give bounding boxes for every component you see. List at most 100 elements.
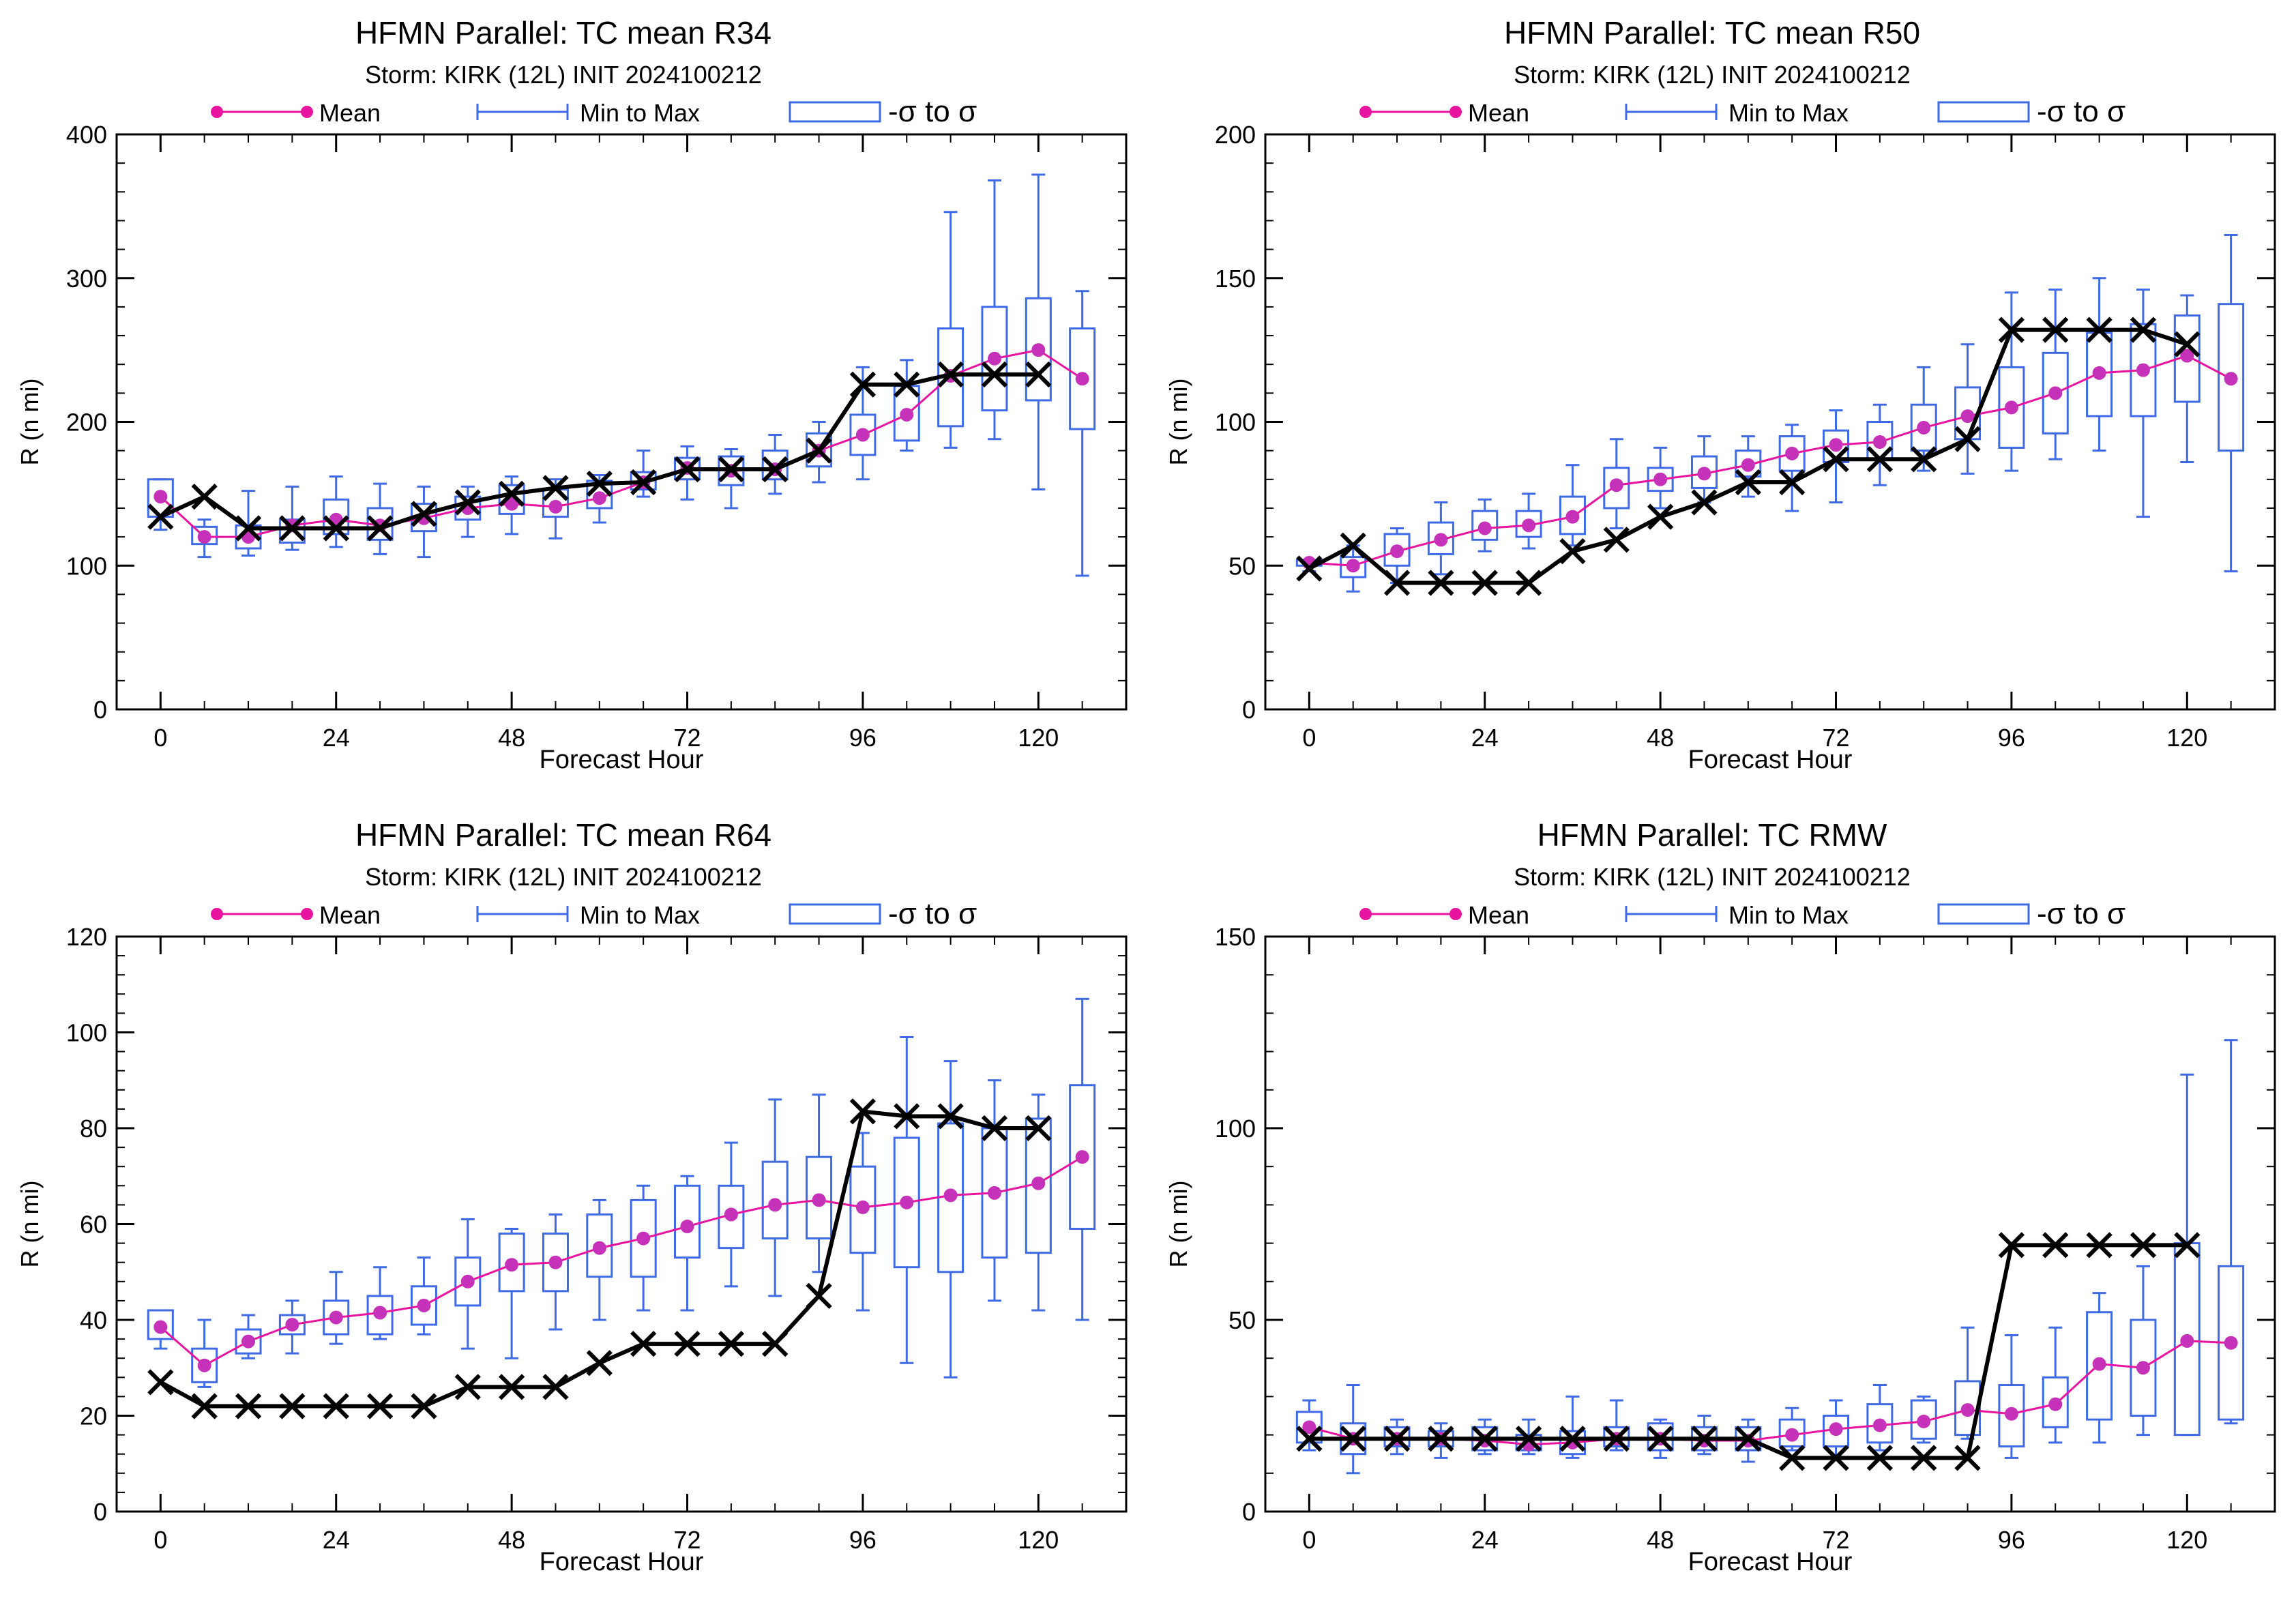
x-tick-label: 48 — [1647, 724, 1674, 752]
best-track-point — [542, 1374, 569, 1400]
mean-point — [1302, 1420, 1316, 1434]
best-track-point — [1383, 1426, 1411, 1452]
x-tick-label: 48 — [498, 1526, 525, 1554]
sigma-box — [849, 413, 877, 456]
best-track-point — [1428, 1426, 1454, 1452]
x-tick-label: 0 — [153, 724, 167, 752]
x-tick-label: 120 — [2166, 1526, 2207, 1554]
y-tick-label: 50 — [1228, 1306, 1256, 1334]
x-tick-label: 120 — [1018, 1526, 1059, 1554]
best-track-point — [147, 1369, 174, 1396]
mean-point — [1565, 510, 1580, 524]
y-tick-label: 200 — [66, 409, 107, 437]
sigma-box — [323, 1299, 350, 1336]
mean-point — [1653, 472, 1668, 486]
mean-point — [241, 1334, 256, 1349]
mean-point — [900, 407, 914, 422]
y-tick-label: 40 — [80, 1306, 107, 1334]
x-tick-label: 96 — [849, 1526, 877, 1554]
legend-minmax-label: Min to Max — [580, 901, 700, 929]
sigma-box — [323, 498, 350, 535]
sigma-box — [806, 1155, 833, 1240]
sigma-box — [2130, 1319, 2157, 1417]
best-track-point — [2042, 1232, 2069, 1258]
mean-point — [592, 1241, 606, 1255]
mean-point — [1390, 544, 1404, 559]
legend-mean-marker — [211, 106, 223, 118]
best-track-point — [191, 483, 218, 510]
mean-point — [1917, 420, 1931, 435]
sigma-box — [454, 1256, 482, 1307]
x-tick-label: 24 — [1471, 1526, 1499, 1554]
chart-subtitle: Storm: KIRK (12L) INIT 2024100212 — [1514, 863, 1911, 891]
mean-point — [285, 1318, 299, 1332]
sigma-box — [1778, 435, 1806, 472]
best-track-point — [674, 456, 701, 483]
mean-point — [1917, 1414, 1931, 1428]
mean-point — [329, 1310, 343, 1325]
legend-minmax-label: Min to Max — [1728, 901, 1849, 929]
best-track-point — [849, 1098, 877, 1125]
mean-point — [592, 491, 606, 505]
mean-point — [636, 1231, 651, 1246]
legend-sigma-label: -σ to σ — [888, 95, 977, 128]
mean-point — [548, 1255, 563, 1269]
mean-point — [1829, 438, 1843, 452]
sigma-box — [893, 1136, 920, 1269]
best-track-point — [1603, 1426, 1630, 1452]
best-track-point — [235, 515, 262, 542]
best-track-point — [1559, 538, 1586, 565]
x-axis-label: Forecast Hour — [1688, 746, 1853, 774]
best-track-point — [1954, 426, 1981, 452]
x-tick-label: 72 — [1822, 724, 1849, 752]
legend: Mean Min to Max -σ to σ — [211, 897, 977, 930]
best-track-point — [1866, 1445, 1893, 1471]
best-track-point — [2086, 316, 2113, 343]
best-track-point — [2042, 316, 2069, 343]
legend: Mean Min to Max -σ to σ — [211, 95, 977, 128]
mean-point — [1346, 559, 1360, 573]
legend-sigma-label: -σ to σ — [2037, 95, 2125, 128]
chart-title: HFMN Parallel: TC mean R34 — [355, 15, 771, 50]
plot-frame — [115, 133, 1128, 711]
best-track-point — [586, 1350, 613, 1376]
best-track-point — [981, 361, 1008, 388]
sigma-box — [1735, 450, 1762, 478]
mean-point — [1960, 409, 1975, 424]
best-track-point — [2086, 1232, 2113, 1258]
best-track-point — [323, 1393, 349, 1419]
mean-point — [505, 497, 519, 511]
y-tick-label: 200 — [1215, 121, 1256, 149]
sigma-box — [366, 1295, 394, 1336]
plot-frame — [115, 935, 1128, 1513]
best-track-point — [1515, 1426, 1542, 1452]
mean-point — [2180, 349, 2194, 363]
mean-point — [2092, 366, 2106, 380]
best-track-point — [1911, 446, 1937, 473]
best-track-point — [1691, 1426, 1718, 1452]
best-track-point — [718, 456, 744, 483]
y-tick-label: 120 — [66, 923, 107, 951]
best-track-point — [674, 1331, 701, 1357]
mean-point — [1075, 1150, 1089, 1164]
x-tick-label: 96 — [1998, 1526, 2025, 1554]
x-tick-label: 96 — [849, 724, 877, 752]
legend-mean-marker — [211, 908, 223, 920]
mean-point — [1522, 518, 1536, 533]
mean-point — [1829, 1422, 1843, 1437]
mean-point — [855, 1200, 870, 1214]
legend-sigma-box — [789, 101, 881, 123]
sigma-box — [498, 484, 525, 515]
mean-point — [197, 1358, 211, 1372]
best-track-point — [1779, 1445, 1806, 1471]
best-track-point — [1603, 527, 1630, 553]
best-track-point — [630, 469, 657, 496]
best-track-point — [279, 515, 306, 542]
x-tick-label: 0 — [153, 1526, 167, 1554]
y-tick-label: 0 — [93, 1498, 107, 1526]
y-tick-label: 150 — [1215, 265, 1256, 293]
mean-point — [2136, 1361, 2150, 1375]
sigma-box — [1910, 403, 1937, 452]
sigma-box — [1427, 521, 1454, 555]
mean-point — [373, 1306, 387, 1320]
